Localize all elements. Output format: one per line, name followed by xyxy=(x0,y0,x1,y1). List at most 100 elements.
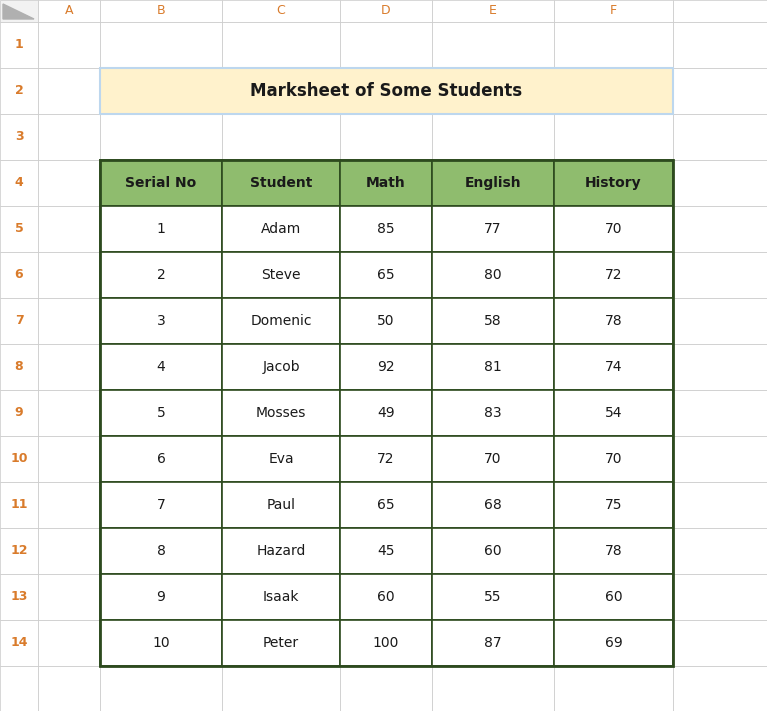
Text: 68: 68 xyxy=(484,498,502,512)
Bar xyxy=(222,666,340,711)
Bar xyxy=(0,482,38,528)
Text: 65: 65 xyxy=(377,268,395,282)
Bar xyxy=(222,344,340,390)
Bar xyxy=(340,160,432,206)
Bar xyxy=(340,252,432,298)
Text: B: B xyxy=(156,4,166,18)
Text: 2: 2 xyxy=(156,268,166,282)
Bar xyxy=(554,482,673,528)
Bar xyxy=(100,22,222,68)
Bar xyxy=(432,666,554,711)
Bar xyxy=(38,0,100,22)
Text: 50: 50 xyxy=(377,314,395,328)
Bar xyxy=(554,114,673,160)
Text: 78: 78 xyxy=(604,314,622,328)
Text: 78: 78 xyxy=(604,544,622,558)
Bar xyxy=(0,390,38,436)
Text: 9: 9 xyxy=(15,407,23,419)
Bar xyxy=(38,160,100,206)
Text: 75: 75 xyxy=(604,498,622,512)
Bar xyxy=(340,620,432,666)
Bar xyxy=(222,528,340,574)
Text: 77: 77 xyxy=(484,222,502,236)
Bar xyxy=(554,160,673,206)
Bar xyxy=(673,344,767,390)
Text: E: E xyxy=(489,4,497,18)
Bar xyxy=(554,620,673,666)
Bar xyxy=(0,666,38,711)
Text: D: D xyxy=(381,4,391,18)
Text: 6: 6 xyxy=(156,452,166,466)
Text: A: A xyxy=(64,4,74,18)
Text: 10: 10 xyxy=(152,636,170,650)
Bar xyxy=(38,436,100,482)
Text: 70: 70 xyxy=(604,222,622,236)
Bar xyxy=(340,574,432,620)
Bar xyxy=(340,390,432,436)
Text: 4: 4 xyxy=(156,360,166,374)
Bar xyxy=(432,390,554,436)
Bar xyxy=(222,482,340,528)
Polygon shape xyxy=(3,4,34,19)
Text: 60: 60 xyxy=(484,544,502,558)
Text: 58: 58 xyxy=(484,314,502,328)
Bar xyxy=(38,528,100,574)
Bar xyxy=(554,390,673,436)
Bar xyxy=(432,160,554,206)
Bar xyxy=(0,22,38,68)
Bar xyxy=(38,482,100,528)
Bar xyxy=(222,528,340,574)
Bar xyxy=(432,298,554,344)
Bar xyxy=(554,436,673,482)
Text: 1: 1 xyxy=(156,222,166,236)
Text: 9: 9 xyxy=(156,590,166,604)
Bar xyxy=(100,160,222,206)
Bar xyxy=(432,436,554,482)
Text: 5: 5 xyxy=(15,223,23,235)
Bar xyxy=(432,0,554,22)
Bar xyxy=(38,114,100,160)
Text: Hazard: Hazard xyxy=(256,544,306,558)
Text: 4: 4 xyxy=(15,176,23,190)
Bar xyxy=(100,68,222,114)
Bar xyxy=(100,252,222,298)
Bar xyxy=(673,0,767,22)
Bar xyxy=(554,252,673,298)
Text: C: C xyxy=(277,4,285,18)
Bar xyxy=(340,482,432,528)
Bar xyxy=(0,574,38,620)
Bar xyxy=(673,22,767,68)
Bar xyxy=(432,114,554,160)
Bar xyxy=(432,390,554,436)
Bar xyxy=(222,574,340,620)
Text: 60: 60 xyxy=(377,590,395,604)
Bar xyxy=(0,344,38,390)
Bar xyxy=(432,68,554,114)
Bar xyxy=(554,344,673,390)
Bar xyxy=(100,666,222,711)
Bar xyxy=(222,390,340,436)
Text: 1: 1 xyxy=(15,38,23,51)
Text: English: English xyxy=(465,176,522,190)
Bar xyxy=(340,68,432,114)
Bar xyxy=(100,344,222,390)
Bar xyxy=(100,114,222,160)
Text: Adam: Adam xyxy=(261,222,301,236)
Bar xyxy=(432,298,554,344)
Text: Peter: Peter xyxy=(263,636,299,650)
Bar xyxy=(432,436,554,482)
Bar xyxy=(432,482,554,528)
Bar xyxy=(340,482,432,528)
Bar xyxy=(222,206,340,252)
Bar xyxy=(222,298,340,344)
Text: 45: 45 xyxy=(377,544,395,558)
Bar xyxy=(340,344,432,390)
Bar xyxy=(432,482,554,528)
Bar xyxy=(554,666,673,711)
Bar xyxy=(340,252,432,298)
Bar xyxy=(0,436,38,482)
Bar xyxy=(100,574,222,620)
Bar xyxy=(432,344,554,390)
Bar xyxy=(673,620,767,666)
Bar xyxy=(222,206,340,252)
